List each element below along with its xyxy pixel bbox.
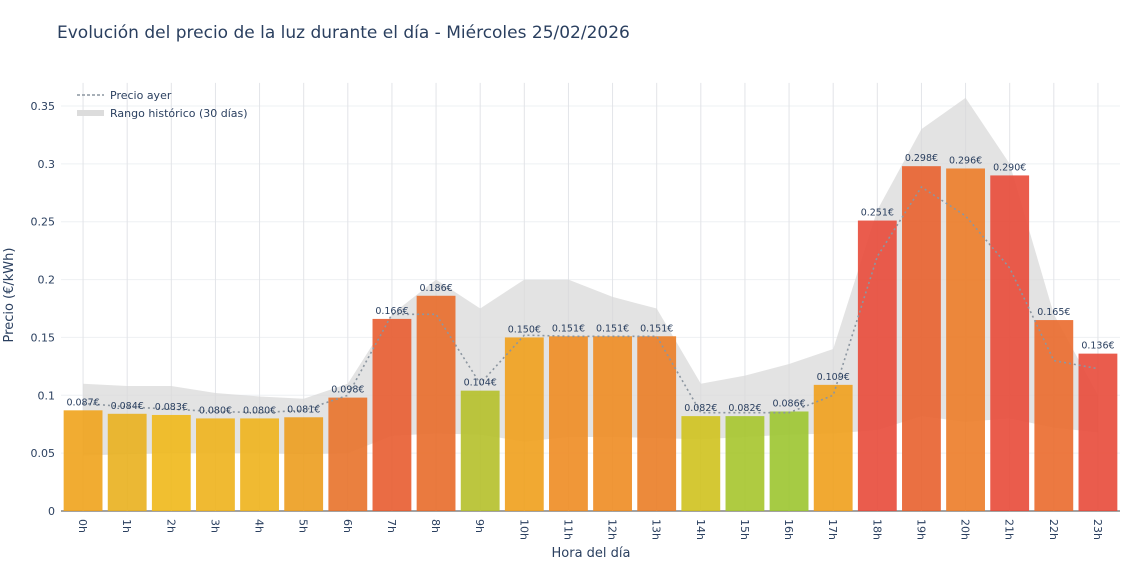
x-tick-label: 21h [1003, 519, 1016, 540]
y-tick-label: 0.3 [38, 158, 56, 171]
bar-data-label: 0.080€ [243, 405, 276, 416]
price-bar [151, 414, 191, 511]
x-tick-label: 17h [826, 519, 839, 540]
bar-data-label: 0.104€ [464, 378, 497, 389]
bar-data-label: 0.166€ [375, 306, 408, 317]
y-tick-label: 0.2 [38, 274, 56, 287]
price-bar [1078, 353, 1118, 511]
price-bar [681, 416, 721, 511]
bar-data-label: 0.251€ [861, 208, 894, 219]
x-tick-label: 23h [1091, 519, 1104, 540]
legend[interactable]: Precio ayer Rango histórico (30 días) [77, 89, 248, 120]
bar-data-label: 0.083€ [155, 402, 188, 413]
y-axis-label: Precio (€/kWh) [2, 248, 17, 343]
x-tick-label: 19h [914, 519, 927, 540]
historical-range-band [83, 97, 1098, 456]
price-bar [107, 413, 147, 511]
price-bar [769, 411, 809, 511]
x-tick-label: 7h [385, 519, 398, 533]
price-bar [549, 336, 588, 511]
price-bar [637, 336, 677, 511]
bar-data-label: 0.298€ [905, 153, 938, 164]
y-tick-label: 0.1 [38, 389, 56, 402]
x-axis-label: Hora del día [552, 546, 631, 561]
x-tick-label: 1h [120, 519, 133, 533]
bar-data-label: 0.087€ [66, 397, 99, 408]
bar-data-label: 0.151€ [640, 323, 673, 334]
bar-data-label: 0.098€ [331, 385, 364, 396]
x-tick-label: 12h [606, 519, 619, 540]
bar-data-label: 0.081€ [287, 404, 320, 415]
bar-data-label: 0.136€ [1081, 341, 1114, 352]
price-bar [946, 168, 985, 511]
x-tick-label: 9h [473, 519, 486, 533]
price-bar [857, 220, 897, 512]
legend-range: Rango histórico (30 días) [110, 107, 248, 120]
x-tick-label: 5h [297, 519, 310, 533]
y-tick-label: 0.25 [31, 216, 56, 229]
bar-data-label: 0.151€ [596, 323, 629, 334]
price-bar [725, 416, 765, 511]
x-tick-label: 15h [738, 519, 751, 540]
price-bar [460, 390, 500, 511]
price-bar [416, 295, 456, 511]
price-bar [593, 336, 632, 511]
legend-yesterday: Precio ayer [110, 89, 172, 102]
x-tick-label: 8h [429, 519, 442, 533]
y-tick-label: 0.05 [31, 447, 56, 460]
x-tick-label: 20h [959, 519, 972, 540]
bar-data-label: 0.084€ [111, 401, 144, 412]
chart-title: Evolución del precio de la luz durante e… [57, 23, 630, 43]
x-tick-label: 22h [1047, 519, 1060, 540]
y-tick-label: 0.15 [31, 331, 56, 344]
price-bar [813, 384, 853, 511]
price-bar [328, 397, 368, 511]
x-tick-label: 0h [76, 519, 89, 533]
x-tick-label: 11h [561, 519, 574, 540]
bar-data-label: 0.086€ [772, 398, 805, 409]
bar-data-label: 0.296€ [949, 155, 982, 166]
x-tick-label: 2h [164, 519, 177, 533]
price-bar [990, 175, 1030, 511]
x-tick-label: 18h [870, 519, 883, 540]
price-bar [1034, 320, 1074, 511]
x-tick-label: 10h [517, 519, 530, 540]
x-tick-label: 4h [253, 519, 266, 533]
x-tick-label: 3h [208, 519, 221, 533]
bar-data-label: 0.290€ [993, 162, 1026, 173]
bar-data-label: 0.082€ [728, 403, 761, 414]
bar-data-label: 0.186€ [419, 283, 452, 294]
price-bar [372, 318, 412, 511]
bar-data-label: 0.151€ [552, 323, 585, 334]
y-tick-label: 0.35 [31, 100, 56, 113]
price-bar [504, 337, 544, 511]
x-tick-label: 16h [782, 519, 795, 540]
price-bar [196, 418, 235, 511]
bar-data-label: 0.150€ [508, 324, 541, 335]
bar-data-label: 0.080€ [199, 405, 232, 416]
price-bar [63, 410, 103, 511]
y-tick-label: 0 [48, 505, 55, 518]
x-tick-label: 14h [694, 519, 707, 540]
legend-band-icon [77, 110, 104, 116]
x-tick-label: 13h [650, 519, 663, 540]
bar-data-label: 0.165€ [1037, 307, 1070, 318]
price-bar [240, 418, 279, 511]
x-tick-label: 6h [341, 519, 354, 533]
bar-data-label: 0.109€ [817, 372, 850, 383]
bar-data-label: 0.082€ [684, 403, 717, 414]
price-bar [284, 417, 324, 511]
price-bar [902, 166, 941, 511]
